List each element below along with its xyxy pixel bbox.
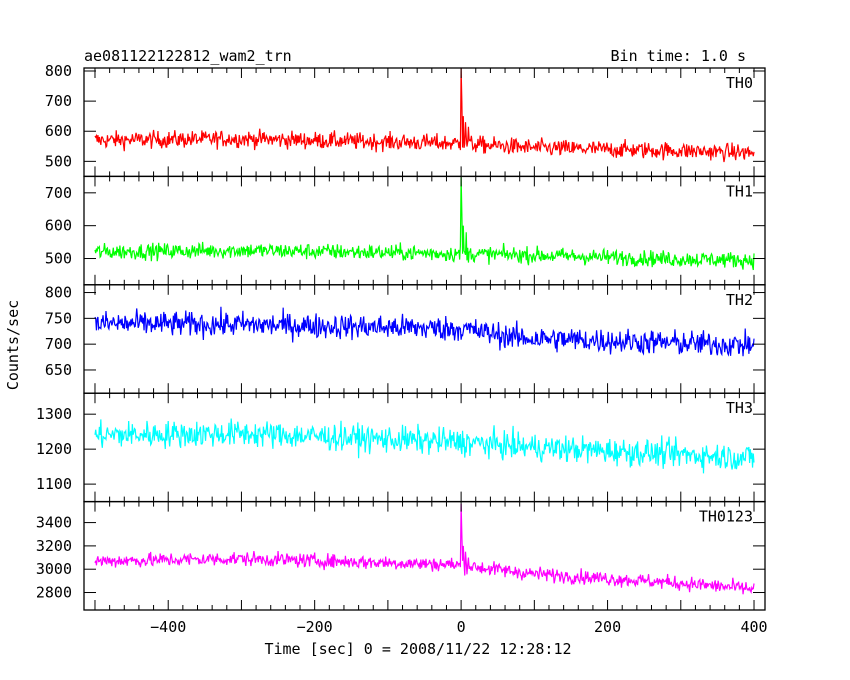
panels-group: 500 600 700 800 TH0 500 600 700 TH1 650 700 750 800 T… [36, 62, 768, 636]
series-th3 [94, 418, 755, 474]
x-tick-label: 400 [740, 618, 767, 636]
y-tick-label: 3200 [36, 537, 72, 555]
panel-label: TH3 [726, 399, 753, 417]
series-th1 [94, 176, 755, 271]
y-tick-label: 600 [45, 122, 72, 140]
y-tick-label: 1100 [36, 475, 72, 493]
y-tick-label: 650 [45, 361, 72, 379]
y-tick-label: 750 [45, 309, 72, 327]
y-tick-label: 1300 [36, 405, 72, 423]
y-tick-label: 500 [45, 152, 72, 170]
panel-label: TH0 [726, 74, 753, 92]
panel-th2: 650 700 750 800 TH2 [45, 284, 766, 394]
chart-title-right: Bin time: 1.0 s [611, 47, 746, 65]
x-tick-label: −400 [150, 618, 186, 636]
series-th2 [94, 306, 755, 357]
x-tick-label: −200 [297, 618, 333, 636]
panel-label: TH0123 [699, 508, 753, 526]
series-th0123 [94, 503, 755, 595]
y-tick-label: 1200 [36, 440, 72, 458]
y-tick-label: 3400 [36, 514, 72, 532]
x-axis-label: Time [sec] 0 = 2008/11/22 12:28:12 [264, 640, 571, 658]
panel-label: TH1 [726, 182, 753, 200]
y-tick-label: 2800 [36, 584, 72, 602]
y-tick-label: 500 [45, 250, 72, 268]
panel-label: TH2 [726, 291, 753, 309]
panel-th0: 500 600 700 800 TH0 [45, 62, 766, 178]
panel-frame [83, 392, 766, 503]
panel-th3: 1100 1200 1300 TH3 [36, 392, 766, 503]
series-th0 [94, 68, 755, 163]
chart-title-left: ae081122122812_wam2_trn [84, 47, 292, 65]
y-tick-label: 700 [45, 92, 72, 110]
y-axis-label: Counts/sec [4, 300, 22, 390]
x-tick-label: 200 [594, 618, 621, 636]
x-tick-label: 0 [457, 618, 466, 636]
panel-th0123: 2800 3000 3200 3400 TH0123 −400 −200 0 200 400 [36, 500, 768, 636]
panel-frame [83, 175, 766, 286]
y-tick-label: 800 [45, 62, 72, 80]
y-tick-label: 800 [45, 284, 72, 302]
y-tick-label: 700 [45, 335, 72, 353]
y-tick-label: 3000 [36, 560, 72, 578]
panel-frame [83, 500, 766, 611]
y-tick-label: 700 [45, 184, 72, 202]
y-tick-label: 600 [45, 217, 72, 235]
panel-th1: 500 600 700 TH1 [45, 175, 766, 286]
